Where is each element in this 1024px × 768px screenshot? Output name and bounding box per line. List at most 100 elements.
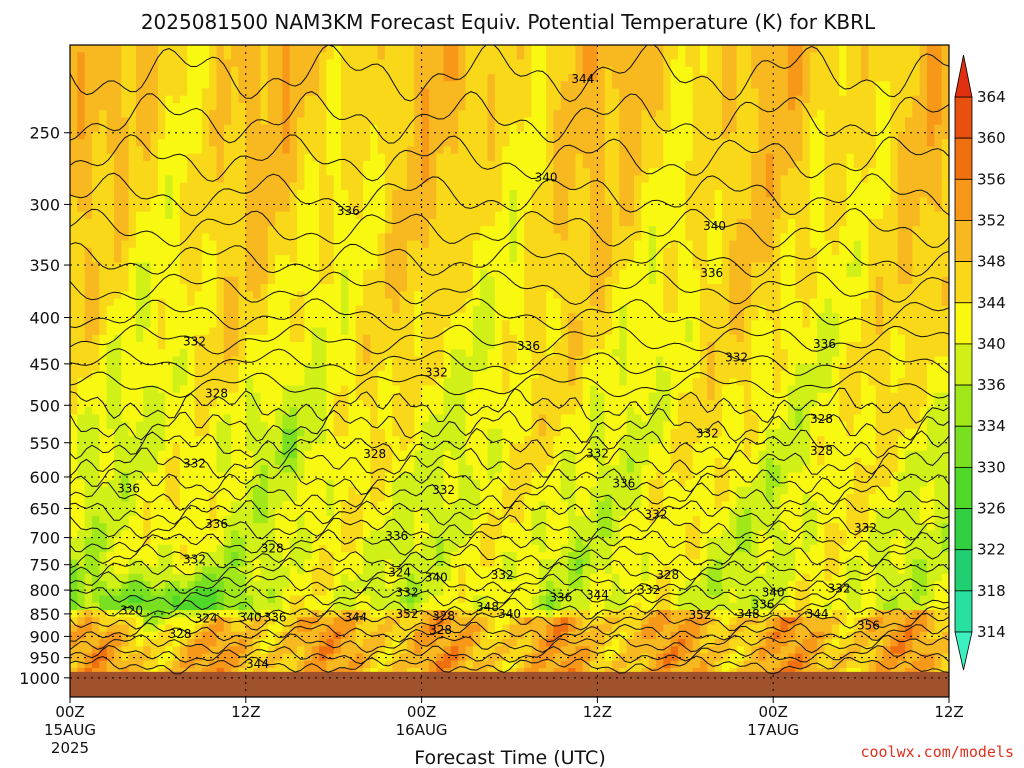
colorbar-label: 330	[977, 458, 1006, 476]
contour-label: 340	[239, 611, 262, 625]
colorbar-segment	[954, 466, 973, 509]
colorbar-segment	[954, 549, 973, 592]
contour-label: 332	[725, 351, 748, 365]
colorbar-label: 364	[977, 88, 1006, 106]
contour-label: 340	[535, 170, 558, 184]
contour-label: 332	[183, 457, 206, 471]
axes: 250 300 350 400 450 500 550 600 650 700 750 800 850 9…	[19, 44, 964, 757]
colorbar-segment	[954, 178, 973, 221]
colorbar-label: 340	[977, 335, 1006, 353]
contour-label: 336	[813, 337, 836, 351]
x-tick-date: 17AUG	[747, 721, 799, 739]
colorbar-segment	[954, 425, 973, 468]
y-tick-label: 850	[29, 605, 60, 624]
contour-label: 336	[612, 477, 635, 491]
y-tick-label: 350	[29, 256, 60, 275]
contour-label: 328	[432, 609, 455, 623]
contour-label: 344	[344, 611, 367, 625]
contour-label: 336	[700, 266, 723, 280]
contour-label: 332	[183, 334, 206, 348]
colorbar-segment	[954, 302, 973, 345]
x-tick-label: 12Z	[934, 703, 963, 721]
colorbar-segment	[954, 508, 973, 551]
colorbar-label: 334	[977, 417, 1006, 435]
y-tick-label: 300	[29, 195, 60, 214]
x-tick-label: 00Z	[759, 703, 788, 721]
contour-label: 332	[696, 426, 719, 440]
contour-label: 336	[205, 517, 228, 531]
contour-label: 352	[689, 608, 712, 622]
x-tick-date: 16AUG	[396, 721, 448, 739]
contour-label: 332	[645, 507, 668, 521]
colorbar-segment	[954, 96, 973, 139]
colorbar-label: 336	[977, 376, 1006, 394]
colorbar-segment	[954, 343, 973, 386]
plot-frame	[69, 44, 950, 698]
colorbar-segment	[954, 261, 973, 304]
y-tick-label: 650	[29, 499, 60, 518]
contour-label: 324	[195, 612, 218, 626]
colorbar-label: 318	[977, 582, 1006, 600]
colorbar-bottom-arrow	[954, 631, 973, 671]
colorbar-label: 344	[977, 294, 1006, 312]
y-tick-label: 1000	[19, 669, 60, 688]
y-tick-label: 550	[29, 434, 60, 453]
contour-label: 328	[429, 623, 452, 637]
y-tick-label: 750	[29, 556, 60, 575]
x-tick-label: 12Z	[583, 703, 612, 721]
contour-label: 328	[205, 386, 228, 400]
y-tick-label: 950	[29, 649, 60, 668]
y-tick-label: 500	[29, 396, 60, 415]
colorbar-label: 326	[977, 500, 1006, 518]
contour-label: 332	[396, 586, 419, 600]
ground-band	[70, 671, 949, 697]
contour-label: 328	[168, 627, 191, 641]
colorbar-label: 322	[977, 541, 1006, 559]
contour-label: 328	[656, 568, 679, 582]
colorbar-label: 314	[977, 623, 1006, 641]
contour-label: 328	[261, 542, 284, 556]
contour-label: 336	[337, 204, 360, 218]
contour-label: 328	[810, 412, 833, 426]
y-tick-label: 450	[29, 355, 60, 374]
contour-label: 344	[571, 72, 594, 86]
contour-label: 336	[117, 482, 140, 496]
colorbar-label: 360	[977, 129, 1006, 147]
contour-label: 348	[737, 607, 760, 621]
y-tick-label: 250	[29, 124, 60, 143]
y-tick-label: 900	[29, 627, 60, 646]
contour-label: 328	[810, 444, 833, 458]
contour-label: 332	[828, 582, 851, 596]
credit-text: coolwx.com/models	[860, 743, 1014, 761]
contour-label: 332	[183, 552, 206, 566]
colorbar-label: 356	[977, 170, 1006, 188]
contour-label: 340	[425, 571, 448, 585]
x-tick-label: 00Z	[55, 703, 84, 721]
y-tick-label: 700	[29, 529, 60, 548]
contour-label: 344	[246, 657, 269, 671]
y-tick-label: 800	[29, 581, 60, 600]
contour-label: 336	[517, 339, 540, 353]
contour-label: 332	[854, 521, 877, 535]
colorbar-label: 348	[977, 253, 1006, 271]
colorbar-segment	[954, 384, 973, 427]
x-tick-label: 00Z	[407, 703, 436, 721]
x-tick-label: 12Z	[231, 703, 260, 721]
x-tick-date: 15AUG	[44, 721, 96, 739]
contour-label: 332	[586, 446, 609, 460]
contour-label: 336	[264, 611, 287, 625]
colorbar-label: 352	[977, 211, 1006, 229]
contour-label: 336	[549, 590, 572, 604]
chart-title: 2025081500 NAM3KM Forecast Equiv. Potent…	[141, 10, 876, 34]
contour-label: 344	[806, 607, 829, 621]
contour-label: 328	[363, 447, 386, 461]
contour-label: 348	[476, 600, 499, 614]
x-axis-title: Forecast Time (UTC)	[414, 747, 605, 768]
colorbar-segment	[954, 590, 973, 633]
contour-label: 340	[498, 607, 521, 621]
y-tick-label: 600	[29, 468, 60, 487]
contour-label: 344	[586, 588, 609, 602]
colorbar: 364 360 356 352 348 344 340 336 334 330 326 322 318 3…	[954, 54, 1006, 671]
